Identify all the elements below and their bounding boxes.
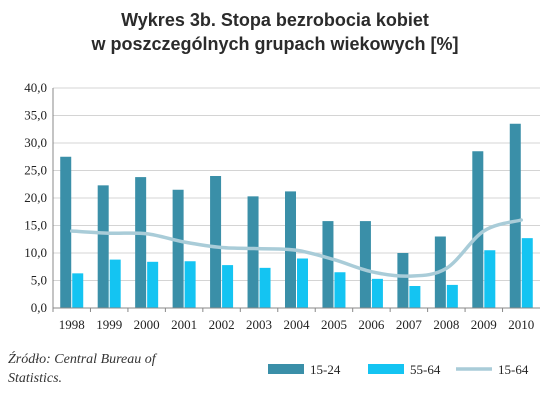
y-tick-label: 10,0 — [24, 245, 47, 260]
bar-55-64-2002 — [222, 265, 234, 308]
bar-15-24-2009 — [472, 151, 484, 308]
x-tick-label: 2000 — [134, 317, 160, 332]
x-tick-label: 2009 — [471, 317, 497, 332]
bar-15-24-2010 — [509, 123, 521, 308]
bar-15-24-2005 — [322, 221, 334, 308]
x-axis: 1998 1999 2000 2001 2002 2003 2004 2005 2006 2007… — [52, 307, 540, 332]
y-tick-label: 20,0 — [24, 190, 47, 205]
chart-title-line2: w poszczególnych grupach wiekowych [%] — [91, 34, 459, 54]
bar-55-64-2010 — [521, 238, 533, 308]
bar-55-64-2003 — [259, 267, 271, 308]
legend-label-15-24: 15-24 — [310, 362, 341, 377]
bar-55-64-2007 — [409, 286, 421, 308]
bar-55-64-2006 — [371, 278, 383, 308]
bar-15-24-2000 — [135, 177, 147, 308]
bar-15-24-1998 — [60, 156, 72, 308]
grid-lines — [53, 87, 540, 309]
bar-55-64-2000 — [147, 261, 159, 308]
x-tick-label: 2003 — [246, 317, 272, 332]
x-tick-label: 2004 — [284, 317, 311, 332]
x-tick-label: 2002 — [209, 317, 235, 332]
bar-15-24-2001 — [172, 189, 184, 308]
bar-15-24-2003 — [247, 196, 259, 308]
line-series — [69, 218, 524, 278]
source-note: Źródło: Central Bureau of Statistics. — [8, 350, 156, 388]
x-tick-label: 2005 — [321, 317, 347, 332]
y-tick-label: 30,0 — [24, 135, 47, 150]
y-tick-label: 40,0 — [24, 80, 47, 95]
x-tick-label: 2006 — [358, 317, 385, 332]
x-tick-label: 2010 — [508, 317, 534, 332]
bar-55-64-1998 — [72, 273, 84, 308]
legend-swatch-55-64 — [368, 364, 404, 374]
y-tick-label: 0,0 — [31, 300, 47, 315]
bar-15-24-1999 — [97, 185, 109, 308]
x-tick-label: 1998 — [59, 317, 85, 332]
x-tick-label: 2001 — [171, 317, 197, 332]
y-tick-label: 15,0 — [24, 218, 47, 233]
bars — [60, 123, 533, 308]
bar-15-24-2006 — [359, 221, 371, 308]
bar-55-64-2008 — [446, 284, 458, 308]
x-tick-label: 2007 — [396, 317, 423, 332]
bar-15-24-2007 — [397, 253, 409, 308]
x-tick-label: 1999 — [96, 317, 122, 332]
line-15-64 — [69, 218, 524, 278]
y-tick-label: 35,0 — [24, 108, 47, 123]
y-axis: 0,0 5,0 10,0 15,0 20,0 25,0 30,0 35,0 40,0 — [24, 80, 54, 315]
bar-15-24-2002 — [210, 176, 222, 308]
legend-label-15-64: 15-64 — [498, 362, 529, 377]
chart-title-line1: Wykres 3b. Stopa bezrobocia kobiet — [121, 10, 429, 30]
legend-swatch-15-24 — [268, 364, 304, 374]
bar-55-64-2005 — [334, 272, 346, 308]
source-line1: Źródło: Central Bureau of — [8, 352, 156, 367]
chart-title: Wykres 3b. Stopa bezrobocia kobiet w pos… — [0, 8, 550, 56]
legend-label-55-64: 55-64 — [410, 362, 441, 377]
y-tick-label: 25,0 — [24, 163, 47, 178]
legend: 15-24 55-64 15-64 — [268, 362, 529, 377]
bar-55-64-2009 — [484, 250, 496, 308]
x-tick-label: 2008 — [433, 317, 459, 332]
source-line2: Statistics. — [8, 371, 63, 386]
bar-55-64-1999 — [109, 259, 121, 308]
y-tick-label: 5,0 — [31, 273, 47, 288]
bar-55-64-2001 — [184, 261, 196, 308]
bar-55-64-2004 — [297, 258, 308, 308]
